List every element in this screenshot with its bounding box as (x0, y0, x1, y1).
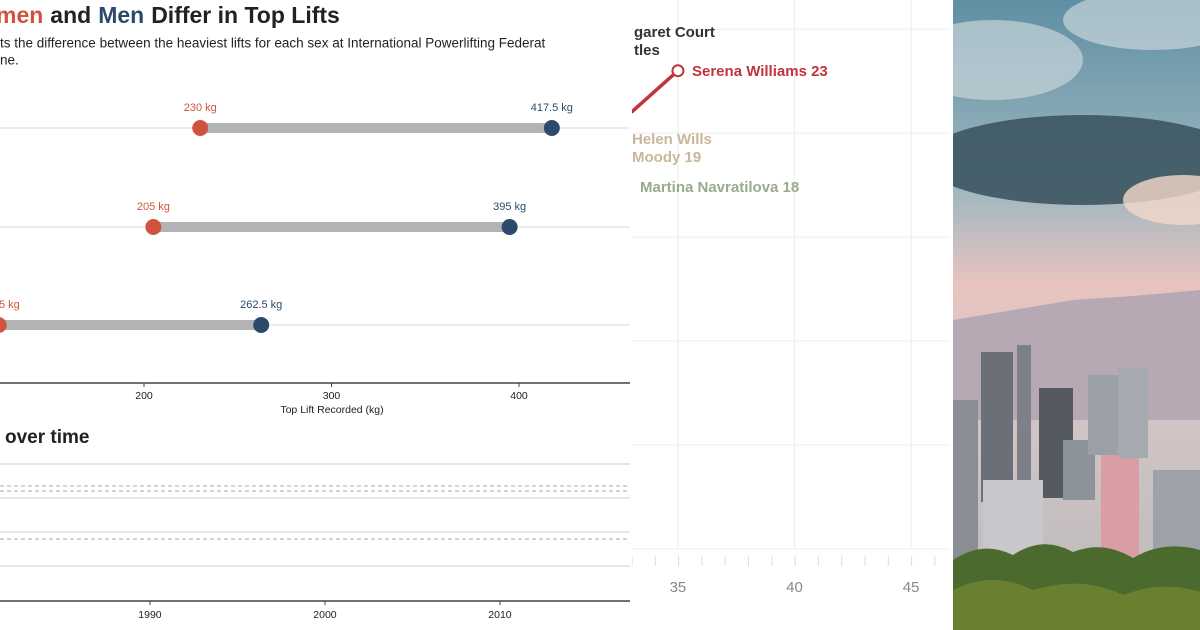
dot (501, 219, 518, 235)
data-label: 205 kg (137, 201, 170, 213)
x-tick-label: 400 (510, 390, 528, 402)
trees (953, 580, 1200, 630)
building (1088, 375, 1118, 455)
title-part: Differ in Top Lifts (151, 2, 340, 28)
x-tick-label: 200 (135, 390, 153, 402)
building (1101, 455, 1139, 565)
data-label: 417.5 kg (531, 102, 573, 114)
annotation: Moody 19 (632, 149, 701, 166)
data-label: 122.5 kg (0, 299, 20, 311)
buildings (953, 345, 1200, 565)
tennis-panel: 35 40 45 garet Court tles Serena Williams 23 H… (632, 0, 950, 630)
cloud (953, 115, 1200, 205)
dot (253, 317, 270, 333)
dot (0, 317, 7, 333)
x-tick-label: 35 (670, 579, 687, 596)
lifts-chart: men and Men Differ in Top Lifts ts the diff… (0, 2, 630, 621)
city-photo (953, 0, 1200, 630)
cloud (1123, 175, 1200, 225)
x-tick-label: 45 (903, 579, 920, 596)
building (1118, 368, 1148, 458)
annotation: Serena Williams 23 (692, 63, 828, 80)
building (1017, 345, 1031, 505)
dot (145, 219, 162, 235)
annotation: Martina Navratilova 18 (640, 179, 799, 196)
lifts-panel: men and Men Differ in Top Lifts ts the diff… (0, 2, 630, 621)
building (981, 352, 1013, 502)
x-tick-label: 2000 (313, 609, 337, 621)
annotation: tles (634, 42, 660, 59)
title-part: Men (98, 2, 144, 28)
end-point (671, 64, 685, 78)
subtitle: ne. (0, 53, 19, 68)
series-line (632, 69, 680, 114)
x-tick-label: 40 (786, 579, 803, 596)
building (1153, 470, 1200, 560)
cloud (1063, 0, 1200, 50)
building (953, 400, 978, 560)
annotation: Helen Wills (632, 131, 712, 148)
title-part: and (50, 2, 91, 28)
chart-title: over time (5, 427, 89, 448)
data-label: 395 kg (493, 201, 526, 213)
dot (543, 120, 560, 136)
x-axis-label: Top Lift Recorded (kg) (280, 404, 383, 416)
dot (192, 120, 209, 136)
data-label: 230 kg (184, 102, 217, 114)
subtitle: ts the difference between the heaviest l… (0, 36, 546, 51)
x-tick-label: 1990 (138, 609, 162, 621)
annotation: garet Court (634, 24, 715, 41)
cloud (953, 20, 1083, 100)
x-tick-label: 2010 (488, 609, 512, 621)
data-label: 262.5 kg (240, 299, 282, 311)
chart-title: men and Men Differ in Top Lifts (0, 2, 340, 28)
x-tick-label: 300 (323, 390, 341, 402)
photo (953, 0, 1200, 630)
title-part: men (0, 2, 43, 28)
time-chart-lines (0, 382, 630, 602)
